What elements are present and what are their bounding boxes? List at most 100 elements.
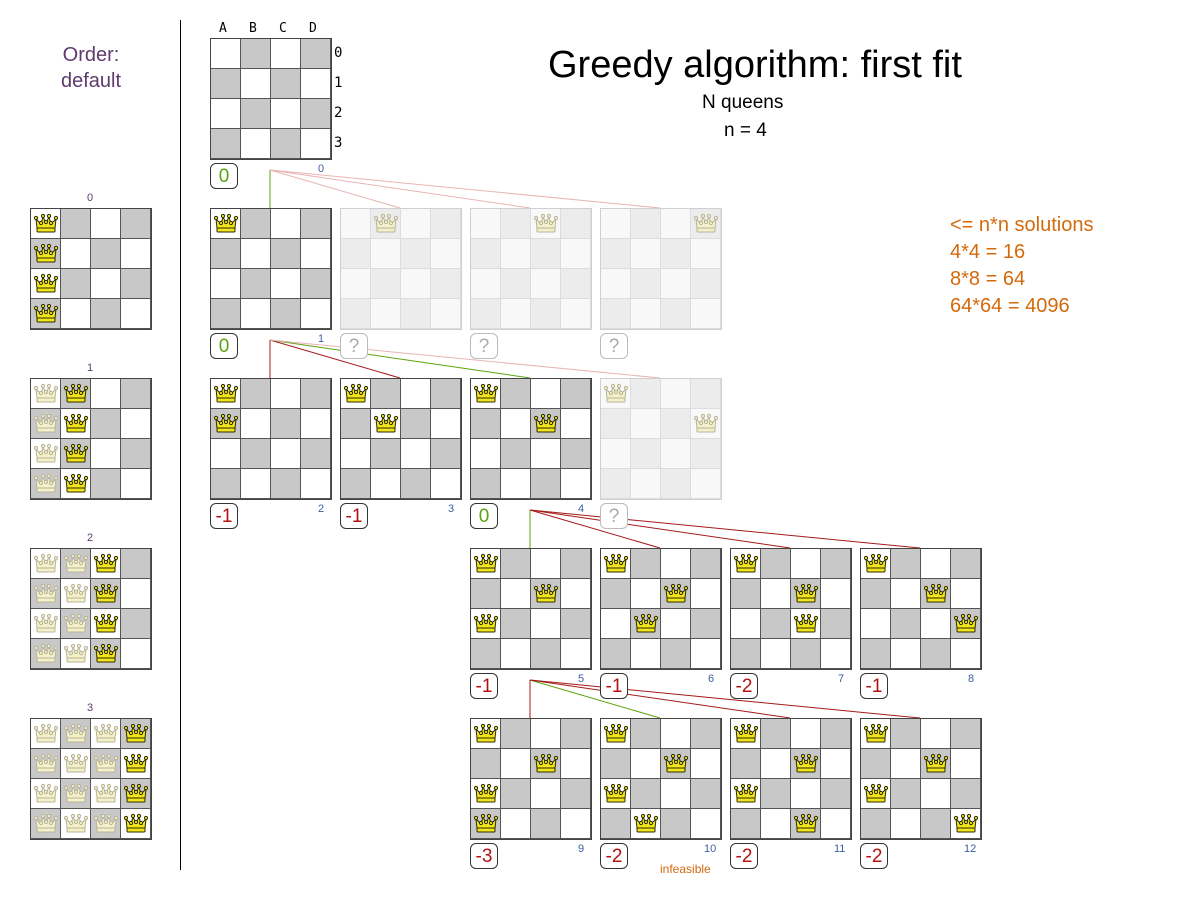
- board-cell: [661, 469, 691, 499]
- queen: [61, 409, 91, 439]
- queen-icon: [374, 213, 398, 233]
- tree-edge: [529, 509, 661, 549]
- board-cell: [601, 409, 631, 439]
- queen-icon: [794, 583, 818, 603]
- board-cell: [301, 239, 331, 269]
- queen: [211, 379, 241, 409]
- board-cell: [501, 749, 531, 779]
- board-cell: [121, 469, 151, 499]
- column-label-a: A: [219, 21, 227, 36]
- board-cell: [471, 269, 501, 299]
- board-cell: [561, 779, 591, 809]
- queen-icon: [474, 783, 498, 803]
- queen-icon: [664, 753, 688, 773]
- board-cell: [531, 379, 561, 409]
- order-line-1: Order:: [62, 44, 120, 66]
- board-cell: [501, 719, 531, 749]
- queen-icon: [64, 553, 88, 573]
- board-cell: [91, 469, 121, 499]
- board-cell: [561, 239, 591, 269]
- score-badge: -1: [470, 673, 498, 699]
- unexplored-board: [340, 208, 462, 330]
- queen-icon: [94, 643, 118, 663]
- queen: [471, 809, 501, 839]
- tree-edge: [529, 679, 661, 719]
- board-cell: [891, 609, 921, 639]
- tree-edge: [269, 169, 401, 209]
- board-cell: [631, 469, 661, 499]
- diagram-title: Greedy algorithm: first fit: [548, 44, 962, 86]
- queen: [341, 379, 371, 409]
- board-node: [210, 208, 332, 330]
- queen: [601, 379, 631, 409]
- solutions-line-3: 8*8 = 64: [950, 268, 1026, 290]
- score-badge: ?: [470, 333, 498, 359]
- board-cell: [601, 749, 631, 779]
- queen: [121, 809, 151, 839]
- queen-icon: [694, 213, 718, 233]
- column-label-d: D: [309, 21, 317, 36]
- queen-icon: [604, 383, 628, 403]
- queen: [791, 609, 821, 639]
- board-cell: [31, 269, 61, 299]
- queen-icon: [864, 553, 888, 573]
- column-label-c: C: [279, 21, 287, 36]
- board-cell: [631, 549, 661, 579]
- board-node: [470, 718, 592, 840]
- queen-icon: [34, 383, 58, 403]
- board-cell: [691, 549, 721, 579]
- queen: [91, 639, 121, 669]
- queen: [471, 609, 501, 639]
- board-cell: [561, 549, 591, 579]
- board-cell: [661, 549, 691, 579]
- board-cell: [271, 409, 301, 439]
- board-cell: [631, 579, 661, 609]
- queen: [531, 749, 561, 779]
- board-cell: [271, 469, 301, 499]
- board-cell: [271, 379, 301, 409]
- score-badge: ?: [600, 503, 628, 529]
- board-cell: [91, 209, 121, 239]
- board-cell: [791, 719, 821, 749]
- board-cell: [951, 549, 981, 579]
- queen: [211, 209, 241, 239]
- board-cell: [301, 269, 331, 299]
- column-label-b: B: [249, 21, 257, 36]
- board-cell: [631, 409, 661, 439]
- queen: [661, 579, 691, 609]
- order-panel-board: [30, 208, 152, 330]
- board-cell: [401, 299, 431, 329]
- queen: [601, 549, 631, 579]
- queen-icon: [734, 723, 758, 743]
- board-cell: [301, 409, 331, 439]
- queen: [631, 809, 661, 839]
- board-cell: [471, 749, 501, 779]
- solutions-line-2: 4*4 = 16: [950, 241, 1026, 263]
- board-cell: [241, 99, 271, 129]
- queen-icon: [34, 243, 58, 263]
- queen-icon: [34, 753, 58, 773]
- queen-icon: [634, 813, 658, 833]
- board-cell: [371, 269, 401, 299]
- board-cell: [921, 609, 951, 639]
- board-cell: [241, 39, 271, 69]
- board-cell: [211, 39, 241, 69]
- panel-divider: [180, 20, 181, 870]
- board-cell: [601, 269, 631, 299]
- board-cell: [631, 639, 661, 669]
- board-cell: [121, 269, 151, 299]
- queen: [691, 209, 721, 239]
- queen: [861, 719, 891, 749]
- board-cell: [271, 209, 301, 239]
- queen: [731, 549, 761, 579]
- board-cell: [341, 439, 371, 469]
- queen: [121, 779, 151, 809]
- board-cell: [301, 39, 331, 69]
- board-cell: [431, 299, 461, 329]
- node-index: 3: [448, 503, 455, 515]
- queen: [791, 579, 821, 609]
- board-cell: [661, 779, 691, 809]
- queen-icon: [924, 583, 948, 603]
- queen-icon: [34, 303, 58, 323]
- board-cell: [691, 299, 721, 329]
